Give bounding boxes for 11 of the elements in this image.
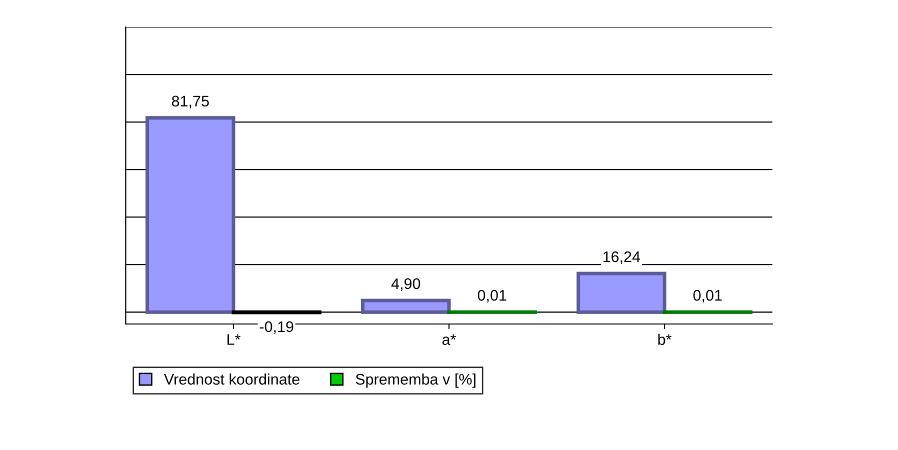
data-label: 0,01: [478, 290, 506, 303]
legend-label: Sprememba v [%]: [356, 373, 476, 388]
x-tick-label: b*: [658, 334, 672, 345]
x-tick-label: a*: [442, 334, 456, 345]
data-label: 4,90: [391, 278, 420, 291]
data-label: -0,19: [260, 321, 294, 334]
x-tick-label: L*: [228, 334, 240, 345]
legend-label: Vrednost koordinate: [164, 373, 300, 385]
data-label: 16,24: [603, 251, 640, 264]
data-label: 81,75: [172, 96, 209, 108]
data-label: 0,01: [693, 290, 722, 303]
